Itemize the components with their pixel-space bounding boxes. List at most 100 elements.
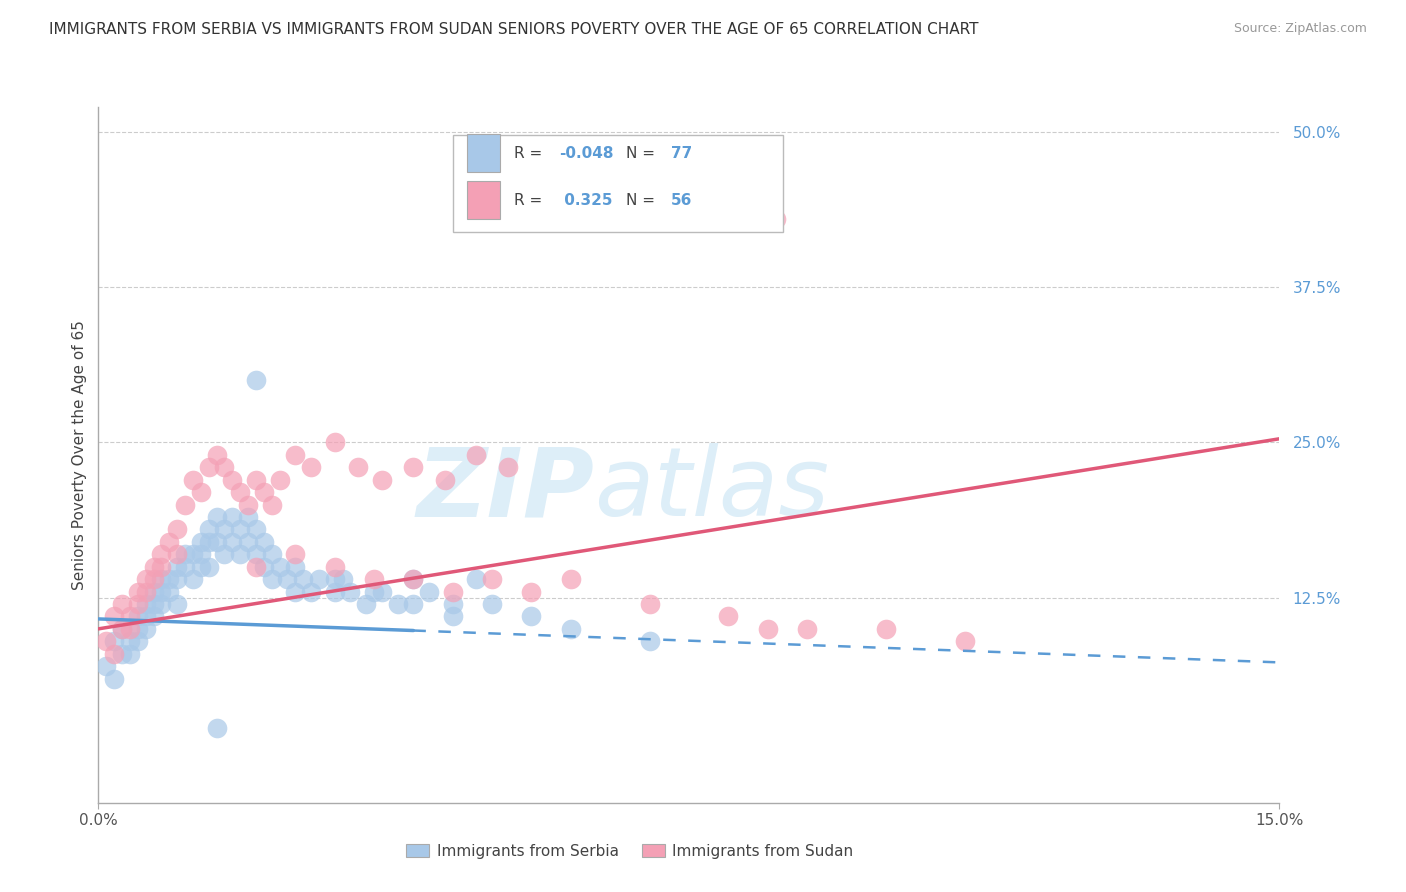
Point: [481, 597, 503, 611]
Point: [953, 634, 976, 648]
Point: [229, 523, 252, 537]
Text: 0.325: 0.325: [560, 193, 613, 208]
Point: [127, 622, 149, 636]
Point: [387, 597, 409, 611]
Text: R =: R =: [515, 146, 547, 161]
Point: [323, 572, 346, 586]
Point: [142, 572, 165, 586]
Point: [245, 373, 267, 387]
Point: [638, 597, 661, 611]
Point: [796, 622, 818, 636]
Point: [441, 597, 464, 611]
Point: [150, 572, 173, 586]
Point: [465, 448, 488, 462]
Point: [111, 647, 134, 661]
Point: [166, 559, 188, 574]
Point: [284, 448, 307, 462]
Point: [276, 572, 298, 586]
Point: [875, 622, 897, 636]
Point: [190, 485, 212, 500]
Point: [299, 460, 322, 475]
Point: [269, 559, 291, 574]
Text: R =: R =: [515, 193, 547, 208]
Point: [520, 584, 543, 599]
Point: [118, 609, 141, 624]
FancyBboxPatch shape: [453, 135, 783, 232]
Point: [190, 547, 212, 561]
Point: [135, 572, 157, 586]
Point: [166, 572, 188, 586]
Text: -0.048: -0.048: [560, 146, 613, 161]
Point: [323, 559, 346, 574]
Point: [127, 634, 149, 648]
Point: [441, 584, 464, 599]
Point: [363, 572, 385, 586]
Point: [560, 572, 582, 586]
Point: [308, 572, 330, 586]
Point: [166, 523, 188, 537]
Text: 77: 77: [671, 146, 693, 161]
Point: [111, 622, 134, 636]
Point: [221, 510, 243, 524]
Point: [260, 572, 283, 586]
Point: [433, 473, 456, 487]
Text: IMMIGRANTS FROM SERBIA VS IMMIGRANTS FROM SUDAN SENIORS POVERTY OVER THE AGE OF : IMMIGRANTS FROM SERBIA VS IMMIGRANTS FRO…: [49, 22, 979, 37]
Point: [260, 547, 283, 561]
Point: [157, 534, 180, 549]
Point: [190, 559, 212, 574]
Point: [96, 659, 118, 673]
Text: N =: N =: [626, 193, 661, 208]
Point: [253, 485, 276, 500]
Point: [229, 547, 252, 561]
Point: [245, 547, 267, 561]
Legend: Immigrants from Serbia, Immigrants from Sudan: Immigrants from Serbia, Immigrants from …: [401, 838, 859, 864]
Point: [245, 559, 267, 574]
Point: [253, 534, 276, 549]
Point: [299, 584, 322, 599]
Point: [142, 609, 165, 624]
Point: [190, 534, 212, 549]
Point: [197, 460, 219, 475]
Point: [496, 460, 519, 475]
Y-axis label: Seniors Poverty Over the Age of 65: Seniors Poverty Over the Age of 65: [72, 320, 87, 590]
Point: [465, 572, 488, 586]
Point: [236, 510, 259, 524]
Point: [402, 597, 425, 611]
Point: [103, 609, 125, 624]
Point: [441, 609, 464, 624]
Point: [127, 597, 149, 611]
Point: [157, 572, 180, 586]
Point: [197, 534, 219, 549]
Point: [332, 572, 354, 586]
FancyBboxPatch shape: [467, 181, 501, 219]
Point: [205, 510, 228, 524]
Point: [174, 559, 197, 574]
Text: N =: N =: [626, 146, 661, 161]
Point: [402, 572, 425, 586]
Point: [142, 597, 165, 611]
Point: [347, 460, 370, 475]
Point: [323, 435, 346, 450]
Point: [481, 572, 503, 586]
Point: [118, 634, 141, 648]
Point: [96, 634, 118, 648]
Point: [135, 609, 157, 624]
Point: [103, 634, 125, 648]
Point: [214, 523, 236, 537]
Point: [103, 672, 125, 686]
Point: [717, 609, 740, 624]
Point: [181, 572, 204, 586]
Point: [142, 559, 165, 574]
Point: [197, 523, 219, 537]
Point: [166, 597, 188, 611]
Point: [371, 584, 394, 599]
Point: [150, 597, 173, 611]
Point: [253, 559, 276, 574]
Text: 56: 56: [671, 193, 693, 208]
Point: [418, 584, 440, 599]
Point: [269, 473, 291, 487]
Point: [127, 584, 149, 599]
Point: [111, 622, 134, 636]
Point: [354, 597, 377, 611]
Point: [150, 559, 173, 574]
